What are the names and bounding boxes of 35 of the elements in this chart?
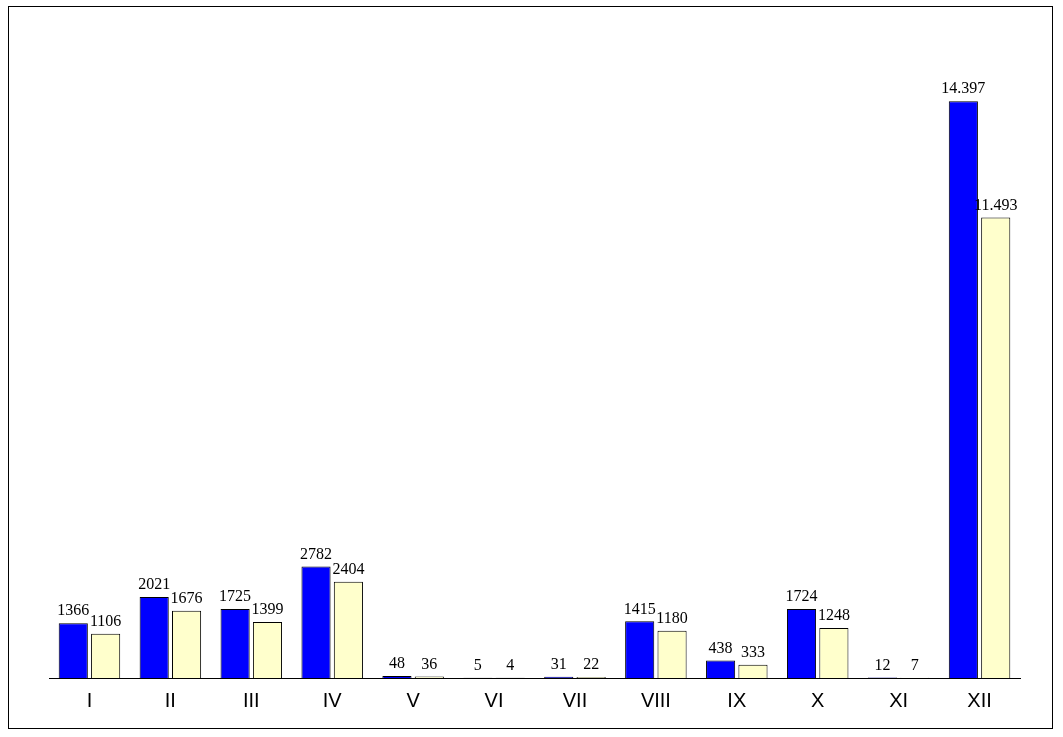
x-tick-label: VIII: [640, 688, 671, 711]
data-label: 2404: [332, 559, 365, 577]
x-tick-label: VII: [562, 688, 588, 711]
data-label: 4: [506, 656, 515, 674]
data-label: 1248: [817, 606, 850, 624]
data-label: 36: [421, 654, 438, 672]
data-label: 1106: [89, 611, 122, 629]
data-label: 1724: [785, 587, 818, 605]
x-tick-label: IV: [322, 688, 343, 711]
data-label: 31: [550, 654, 567, 672]
data-label: 12: [874, 655, 891, 673]
data-label: 1676: [170, 589, 203, 607]
data-label: 2021: [138, 575, 171, 593]
data-label: 1180: [656, 608, 688, 626]
x-tick-label: IX: [727, 688, 747, 711]
data-label: 7: [910, 655, 919, 673]
x-tick-label: I: [86, 688, 93, 711]
x-tick-label: III: [242, 688, 260, 711]
x-tick-label: II: [164, 688, 176, 711]
data-label: 1399: [251, 600, 284, 618]
x-tick-label: VI: [484, 688, 504, 711]
x-tick-label: V: [406, 688, 421, 711]
data-label: 438: [708, 638, 733, 656]
data-label: 14.397: [941, 79, 986, 97]
data-label: 2782: [300, 544, 333, 562]
data-label: 1725: [219, 587, 252, 605]
data-label: 333: [740, 642, 765, 660]
data-label: 48: [388, 654, 405, 672]
data-label: 5: [473, 656, 482, 673]
data-label: 22: [583, 655, 600, 673]
data-label: 1366: [57, 601, 90, 619]
x-tick-label: XI: [889, 688, 909, 711]
x-tick-label: X: [811, 688, 825, 711]
x-tick-label: XII: [967, 688, 992, 711]
data-label: 1415: [623, 599, 656, 617]
